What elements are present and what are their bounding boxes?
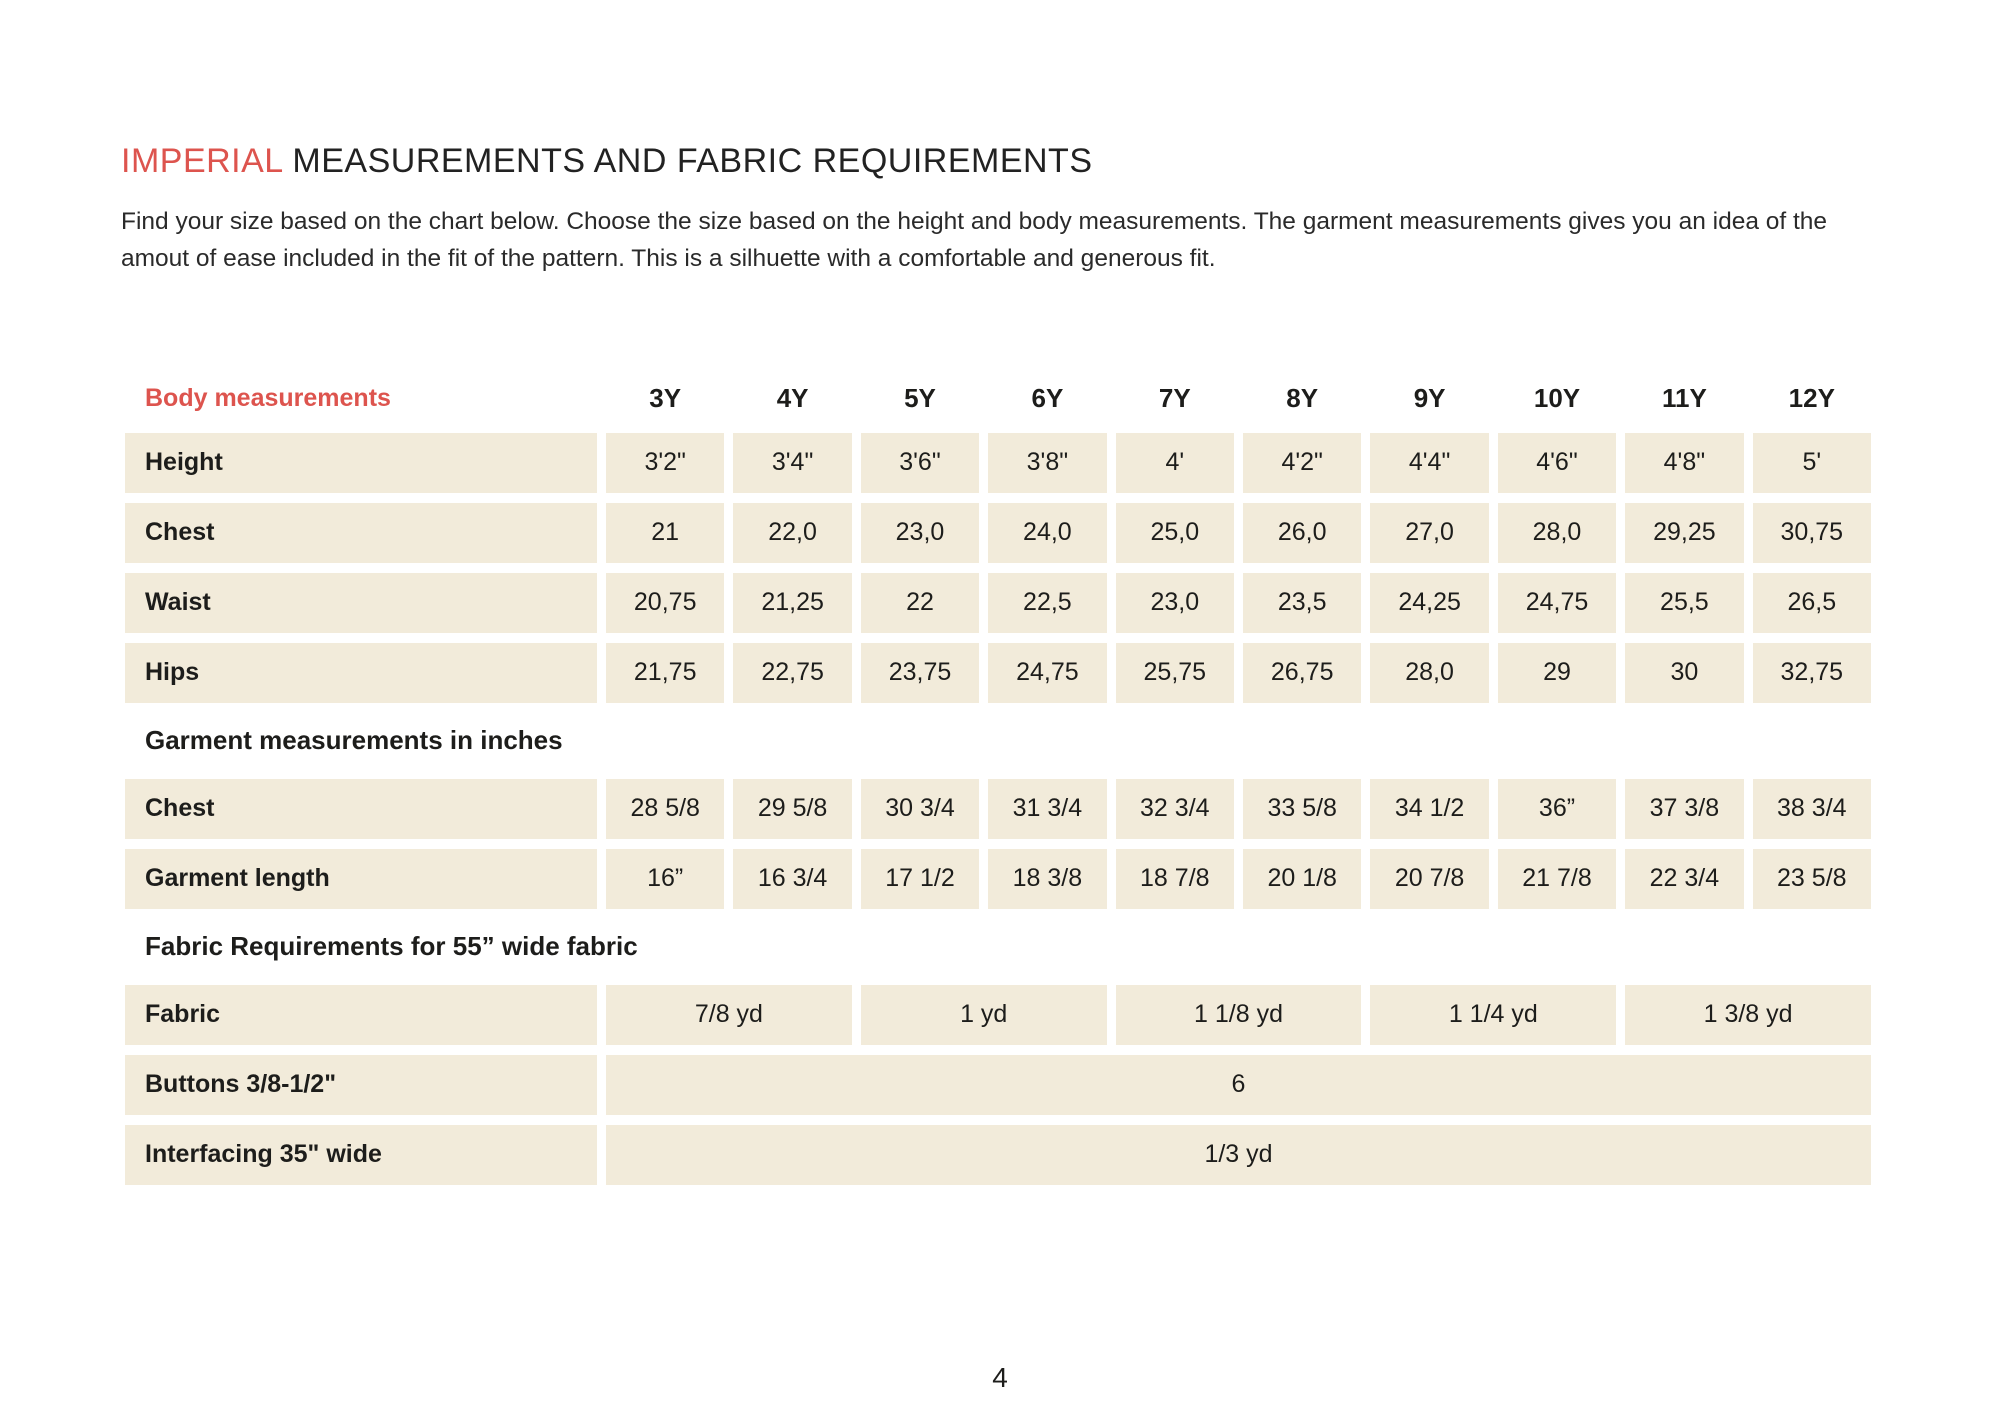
section-heading-fabric: Fabric Requirements for 55” wide fabric	[145, 931, 638, 962]
value-cell: 28,0	[1497, 502, 1617, 563]
value-cell: 21 7/8	[1497, 848, 1617, 909]
size-column-header: 5Y	[904, 383, 936, 414]
value-cell: 18 3/8	[988, 848, 1107, 909]
size-table: Body measurements 3Y 4Y 5Y 6Y 7Y 8Y 9Y 1…	[125, 375, 1871, 1185]
value-cell: 3'4"	[733, 432, 852, 493]
value-cell: 30 3/4	[860, 778, 980, 839]
value-cell: 37 3/8	[1625, 778, 1744, 839]
value-cell: 23 5/8	[1752, 848, 1871, 909]
value-cell: 21	[606, 502, 725, 563]
value-cell: 21,25	[733, 572, 852, 633]
size-column-header: 12Y	[1788, 383, 1835, 414]
value-cell: 26,0	[1243, 502, 1362, 563]
value-cell: 32,75	[1752, 642, 1871, 703]
value-cell: 4'2"	[1243, 432, 1362, 493]
value-cell: 29,25	[1625, 502, 1744, 563]
row-label-waist: Waist	[125, 572, 597, 633]
value-cell: 33 5/8	[1243, 778, 1362, 839]
size-column-header: 4Y	[776, 383, 809, 414]
row-label-garment-length: Garment length	[125, 848, 597, 909]
value-cell: 23,0	[1115, 572, 1234, 633]
value-cell: 20 7/8	[1370, 848, 1489, 909]
title-rest: MEASUREMENTS AND FABRIC REQUIREMENTS	[292, 141, 1093, 180]
value-cell: 1 1/4 yd	[1370, 984, 1617, 1045]
row-label-chest: Chest	[125, 502, 597, 563]
value-cell: 36”	[1497, 778, 1617, 839]
value-cell: 1/3 yd	[606, 1124, 1871, 1185]
size-column-header: 9Y	[1413, 383, 1446, 414]
row-label-height: Height	[125, 432, 597, 493]
value-cell: 20,75	[606, 572, 725, 633]
value-cell: 5'	[1752, 432, 1871, 493]
page-title: IMPERIAL MEASUREMENTS AND FABRIC REQUIRE…	[121, 141, 2000, 180]
page-content: IMPERIAL MEASUREMENTS AND FABRIC REQUIRE…	[121, 141, 2000, 1185]
value-cell: 21,75	[606, 642, 725, 703]
value-cell: 28,0	[1370, 642, 1489, 703]
table-header-label: Body measurements	[145, 384, 391, 413]
value-cell: 16 3/4	[733, 848, 852, 909]
value-cell: 16”	[606, 848, 725, 909]
size-column-header: 8Y	[1286, 383, 1319, 414]
value-cell: 22,5	[988, 572, 1107, 633]
page-number: 4	[992, 1362, 1008, 1393]
value-cell: 4'6"	[1497, 432, 1617, 493]
value-cell: 3'2"	[606, 432, 725, 493]
value-cell: 25,5	[1625, 572, 1744, 633]
size-column-header: 3Y	[649, 383, 682, 414]
value-cell: 29 5/8	[733, 778, 852, 839]
value-cell: 30	[1625, 642, 1744, 703]
value-cell: 30,75	[1752, 502, 1871, 563]
value-cell: 1 1/8 yd	[1115, 984, 1362, 1045]
size-column-header: 10Y	[1533, 383, 1581, 414]
value-cell: 34 1/2	[1370, 778, 1489, 839]
size-column-header: 7Y	[1158, 383, 1191, 414]
row-label-interfacing: Interfacing 35" wide	[125, 1124, 597, 1185]
value-cell: 23,75	[860, 642, 980, 703]
row-label-fabric: Fabric	[125, 984, 597, 1045]
value-cell: 3'8"	[988, 432, 1107, 493]
value-cell: 4'8"	[1625, 432, 1744, 493]
value-cell: 22,0	[733, 502, 852, 563]
value-cell: 32 3/4	[1115, 778, 1234, 839]
value-cell: 38 3/4	[1752, 778, 1871, 839]
value-cell: 27,0	[1370, 502, 1489, 563]
value-cell: 22,75	[733, 642, 852, 703]
value-cell: 25,0	[1115, 502, 1234, 563]
value-cell: 24,75	[988, 642, 1107, 703]
intro-paragraph: Find your size based on the chart below.…	[121, 207, 1828, 272]
value-cell: 23,5	[1243, 572, 1362, 633]
value-cell: 4'	[1115, 432, 1234, 493]
title-accent: IMPERIAL	[121, 141, 283, 180]
row-label-hips: Hips	[125, 642, 597, 703]
value-cell: 25,75	[1115, 642, 1234, 703]
size-column-header: 6Y	[1031, 383, 1064, 414]
size-column-header: 11Y	[1661, 383, 1707, 414]
value-cell: 1 3/8 yd	[1625, 984, 1871, 1045]
value-cell: 23,0	[860, 502, 980, 563]
value-cell: 4'4"	[1370, 432, 1489, 493]
value-cell: 26,75	[1243, 642, 1362, 703]
value-cell: 20 1/8	[1243, 848, 1362, 909]
value-cell: 24,0	[988, 502, 1107, 563]
value-cell: 26,5	[1752, 572, 1871, 633]
value-cell: 6	[606, 1054, 1871, 1115]
value-cell: 24,75	[1497, 572, 1617, 633]
row-label-garment-chest: Chest	[125, 778, 597, 839]
value-cell: 3'6"	[860, 432, 980, 493]
value-cell: 22 3/4	[1625, 848, 1744, 909]
value-cell: 1 yd	[860, 984, 1107, 1045]
value-cell: 17 1/2	[860, 848, 980, 909]
value-cell: 31 3/4	[988, 778, 1107, 839]
row-label-buttons: Buttons 3/8-1/2"	[125, 1054, 597, 1115]
value-cell: 24,25	[1370, 572, 1489, 633]
value-cell: 18 7/8	[1115, 848, 1234, 909]
value-cell: 7/8 yd	[606, 984, 852, 1045]
section-heading-garment: Garment measurements in inches	[145, 725, 563, 756]
value-cell: 28 5/8	[606, 778, 725, 839]
value-cell: 22	[860, 572, 980, 633]
value-cell: 29	[1497, 642, 1617, 703]
